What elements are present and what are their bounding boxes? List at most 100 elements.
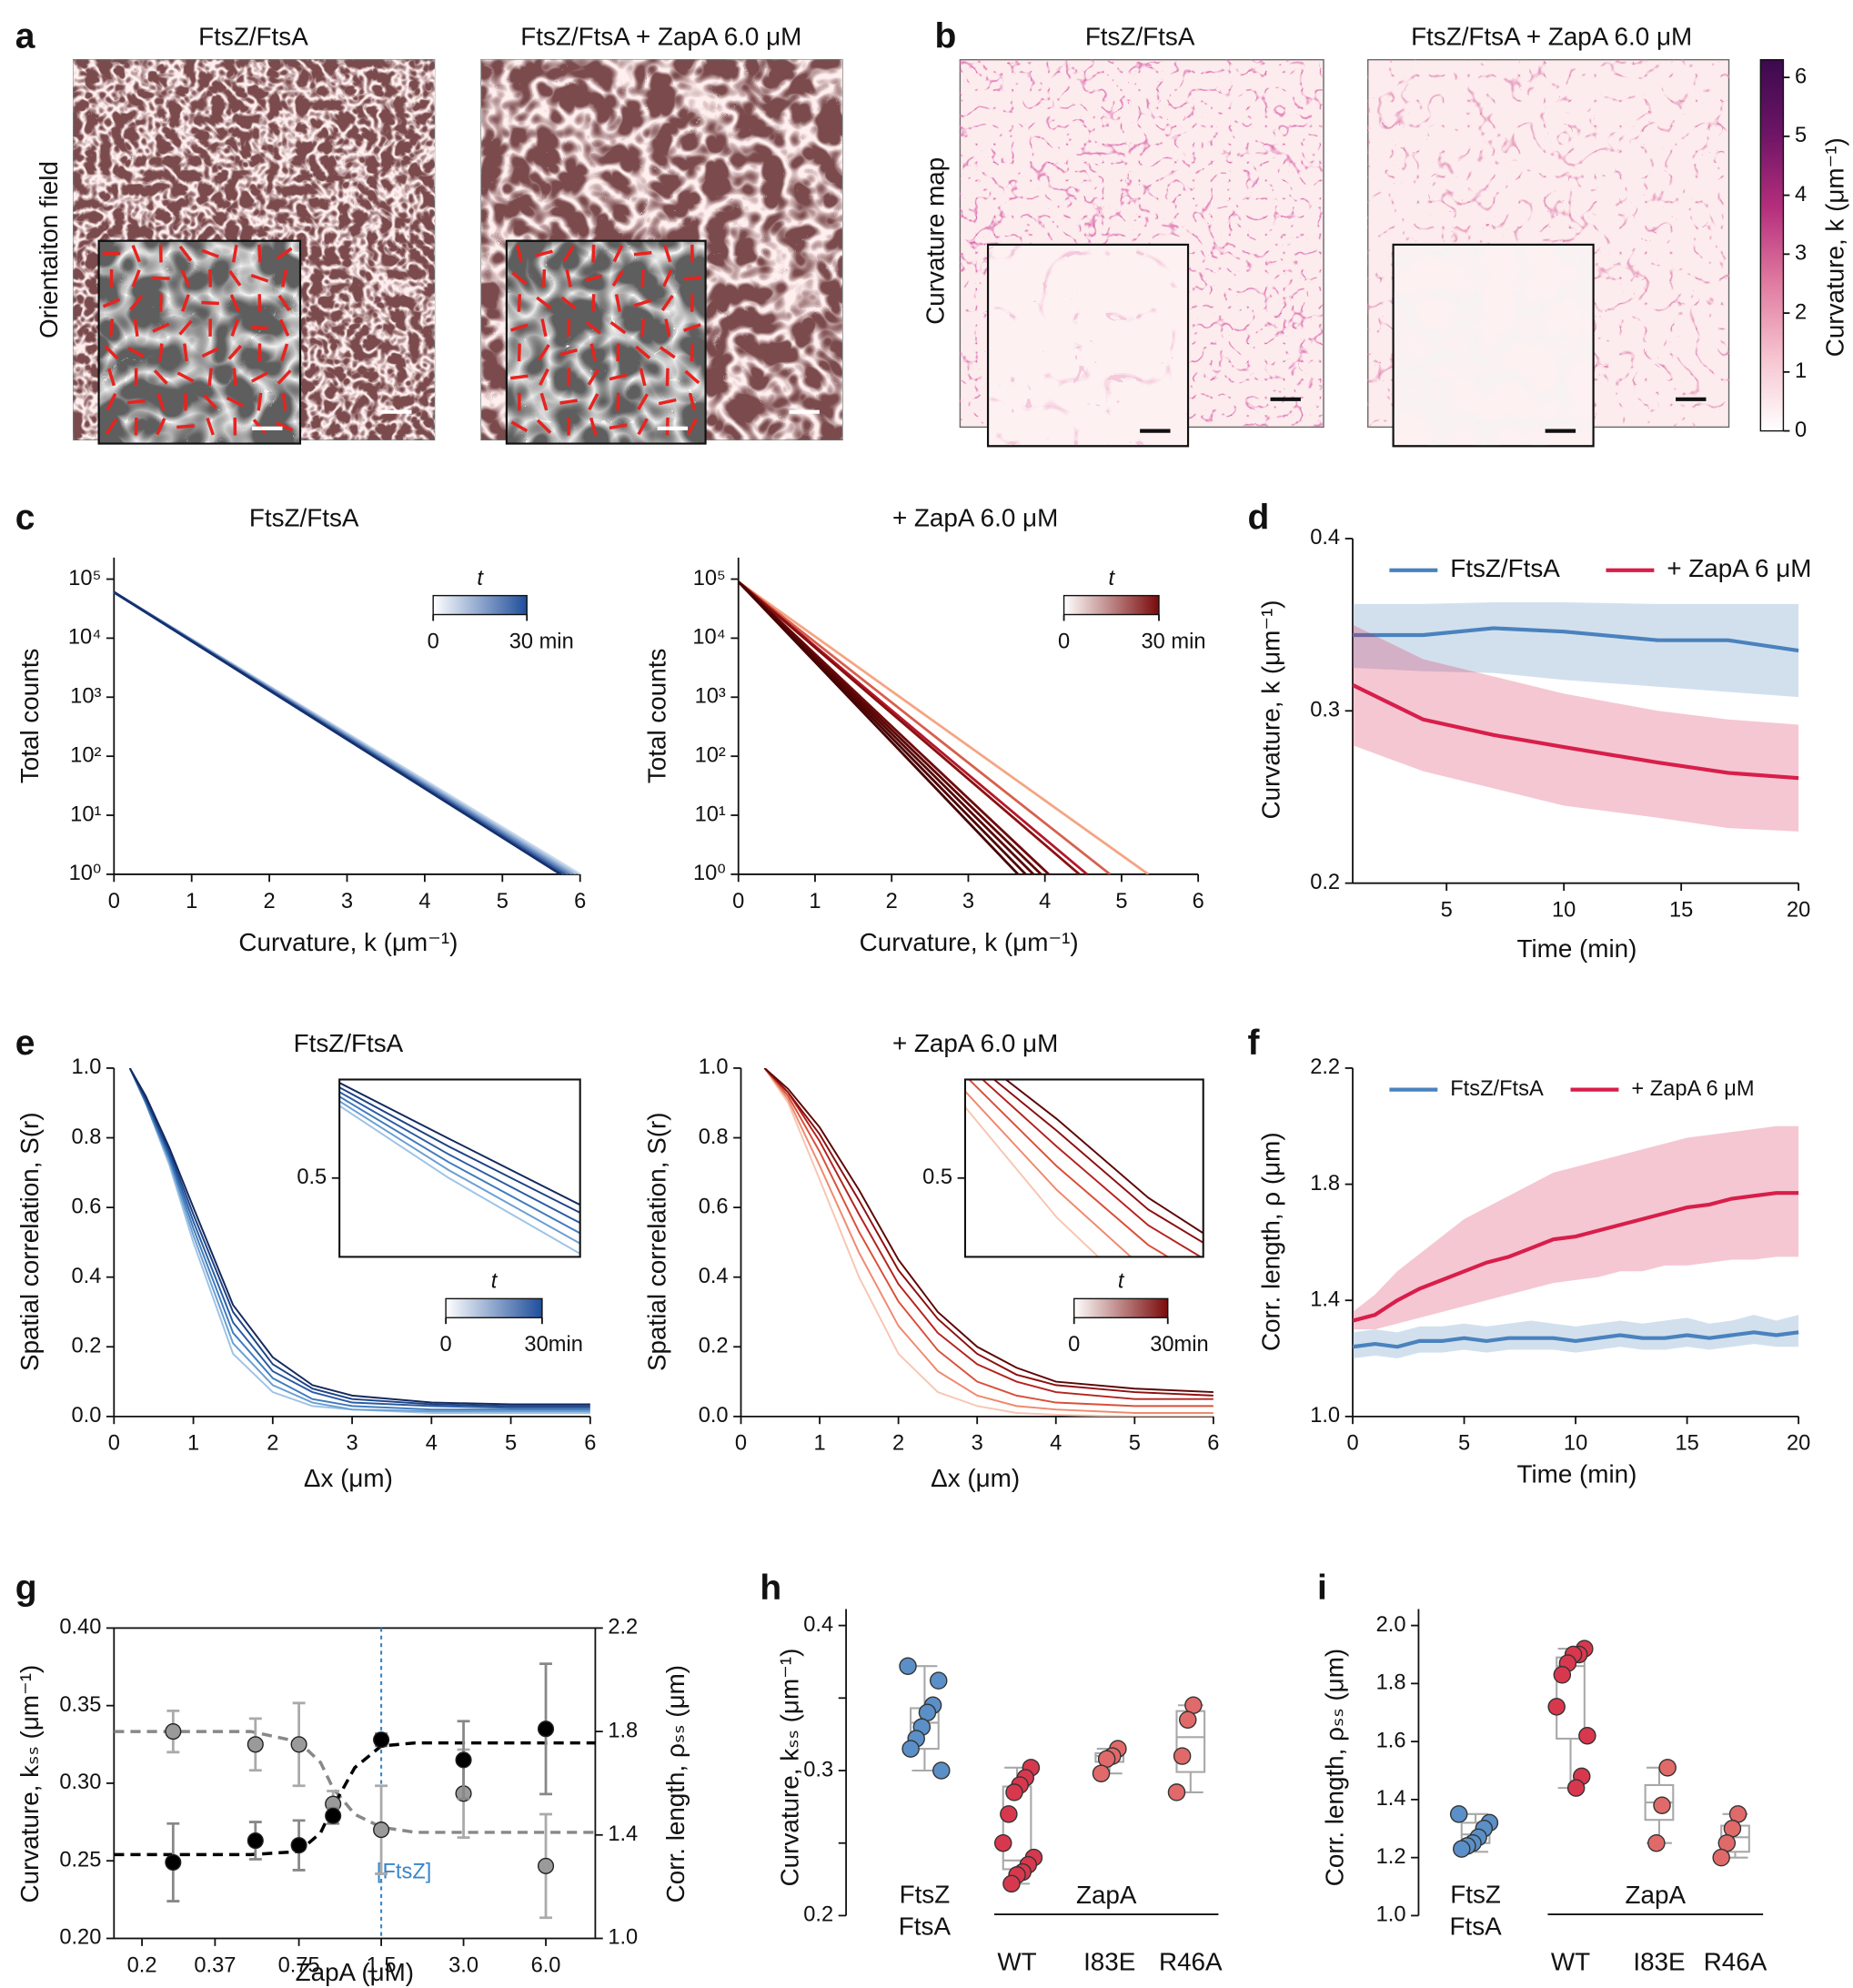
y-tick-label: 1.4 xyxy=(1310,1287,1340,1311)
plot-frame xyxy=(113,1627,597,1940)
orientation-dash xyxy=(587,368,599,386)
point xyxy=(247,1832,264,1850)
orientation-dash xyxy=(206,417,215,436)
y-tick-label: 1.2 xyxy=(1376,1845,1406,1869)
orientation-dash xyxy=(230,318,240,337)
orientation-dash xyxy=(541,269,547,288)
orientation-dash xyxy=(536,296,552,310)
orientation-dash xyxy=(588,393,599,411)
orientation-dash xyxy=(257,244,262,263)
orientation-dash xyxy=(535,249,553,257)
point xyxy=(1002,1874,1021,1893)
y-tick-label: 0.6 xyxy=(699,1195,729,1218)
x-tick-label: 0 xyxy=(1346,1432,1358,1456)
colorbar-tick-label: 1 xyxy=(1795,359,1807,383)
y-tick-label: 1.0 xyxy=(71,1055,101,1079)
y-tick-label: 0.4 xyxy=(71,1265,101,1288)
orientation-dash xyxy=(539,392,549,411)
line xyxy=(1353,1191,1799,1323)
x-axis-label: Δx (μm) xyxy=(304,1464,393,1492)
orientation-dash xyxy=(106,393,117,411)
orientation-dash xyxy=(609,373,628,381)
y-tick-label: 10⁵ xyxy=(68,567,101,590)
orientation-dash xyxy=(250,325,269,330)
point xyxy=(373,1731,390,1749)
y-tick-label: 0.30 xyxy=(59,1771,101,1794)
plot-area xyxy=(763,1067,1214,1417)
y-axis-label: Curvature, k (μm⁻¹) xyxy=(1257,600,1285,819)
category-label: R46A xyxy=(1704,1948,1767,1976)
point xyxy=(932,1761,951,1780)
x-tick-label: 1.5 xyxy=(367,1953,397,1977)
y2-axis-label: Corr. length, ρₛₛ (μm) xyxy=(661,1665,690,1902)
panel-label: b xyxy=(935,16,957,56)
group-label: ZapA xyxy=(1076,1881,1137,1909)
point xyxy=(1178,1710,1197,1729)
orientation-dash xyxy=(257,392,263,411)
orientation-dash xyxy=(559,399,579,405)
colorbar-tick-label: 0 xyxy=(1795,419,1807,442)
y-tick-label: 10⁴ xyxy=(68,626,101,650)
x-tick-label: 2 xyxy=(886,890,898,913)
orientation-dash xyxy=(536,419,552,434)
image-title: FtsZ/FtsA xyxy=(1085,22,1195,50)
y-tick-label: 2.2 xyxy=(608,1616,638,1640)
line xyxy=(763,1067,1214,1408)
colorbar-label: t xyxy=(1108,567,1115,590)
y-tick-label: 10⁰ xyxy=(693,862,726,885)
x-tick-label: 15 xyxy=(1675,1432,1698,1456)
x-tick-label: 4 xyxy=(426,1432,438,1456)
orientation-dash xyxy=(584,274,603,283)
line xyxy=(763,1067,1214,1394)
orientation-dash xyxy=(276,247,293,260)
line xyxy=(763,1067,1214,1397)
orientation-dash xyxy=(540,318,548,338)
orientation-dash xyxy=(637,418,649,436)
x-tick-label: 5 xyxy=(505,1432,517,1456)
orientation-dash xyxy=(152,276,170,280)
orientation-dash xyxy=(102,298,121,308)
point xyxy=(1547,1698,1566,1716)
band xyxy=(1353,602,1799,698)
colorbar-tick-label: 0 xyxy=(440,1333,452,1357)
x-tick-label: 3.0 xyxy=(448,1953,478,1977)
image-title: FtsZ/FtsA + ZapA 6.0 μM xyxy=(1411,22,1692,50)
point xyxy=(1566,1779,1586,1797)
orientation-dash xyxy=(178,245,193,262)
y-axis-label: Corr. length, ρₛₛ (μm) xyxy=(1320,1649,1348,1886)
y-tick-label: 0.3 xyxy=(803,1758,833,1781)
y-tick-label: 1.0 xyxy=(608,1926,638,1950)
plot-area xyxy=(1353,1125,1799,1359)
point xyxy=(373,1821,390,1839)
y-axis-label: Corr. length, ρ (μm) xyxy=(1257,1132,1285,1351)
inset-frame xyxy=(963,1078,1204,1258)
panel-label: c xyxy=(15,498,35,537)
line xyxy=(738,580,1020,874)
y-tick-label: 0.35 xyxy=(59,1693,101,1717)
orientation-dash xyxy=(108,318,115,337)
panel-label: e xyxy=(15,1024,35,1063)
y-tick-label: 0.2 xyxy=(699,1335,729,1358)
orientation-dash xyxy=(633,250,652,257)
x-tick-label: 0 xyxy=(732,890,744,913)
legend-label: + ZapA 6 μM xyxy=(1631,1077,1754,1101)
x-tick-label: 6.0 xyxy=(531,1953,561,1977)
orientation-dash xyxy=(281,392,287,411)
orientation-dash xyxy=(181,294,190,312)
chart-title: + ZapA 6.0 μM xyxy=(892,1029,1058,1057)
orientation-dash xyxy=(659,346,676,359)
orientation-dash xyxy=(640,318,645,337)
inset-frame xyxy=(1392,243,1595,448)
y-tick-label: 0.0 xyxy=(699,1404,729,1428)
x-tick-label: 6 xyxy=(574,890,586,913)
x-axis-label: Curvature, k (μm⁻¹) xyxy=(238,928,458,956)
orientation-dash xyxy=(180,269,191,288)
y-tick-label: 0.5 xyxy=(922,1166,952,1189)
colorbar xyxy=(1759,58,1785,432)
orientation-dash xyxy=(611,269,625,287)
orientation-dash xyxy=(684,369,700,385)
x-tick-label: 3 xyxy=(972,1432,983,1456)
orientation-dash xyxy=(663,244,672,263)
y-tick-label: 10² xyxy=(695,743,726,767)
x-tick-label: 0 xyxy=(108,1432,120,1456)
